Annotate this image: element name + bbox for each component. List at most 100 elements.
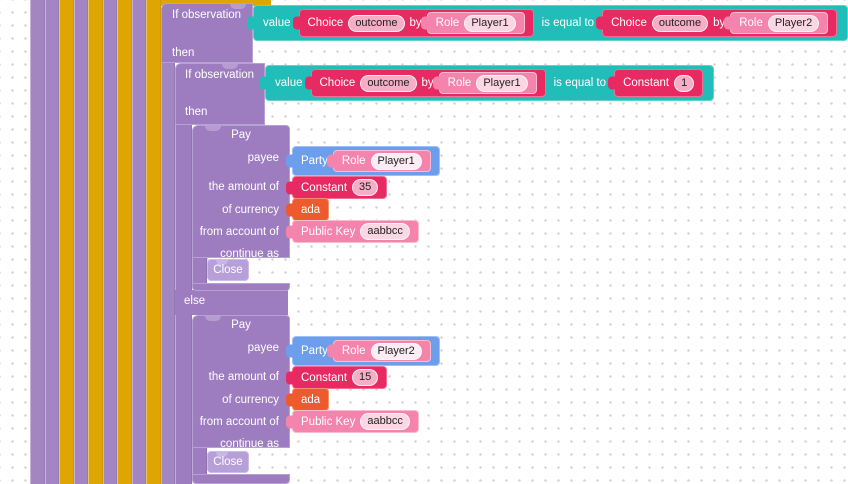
pay-block-2[interactable]: Pay payee the amount of of currency from… (192, 315, 290, 450)
ada-currency-block[interactable]: ada (292, 198, 330, 221)
public-key-label: Public Key (301, 415, 356, 428)
ada-label: ada (301, 203, 321, 216)
role-name-field[interactable]: Player1 (476, 74, 528, 92)
choice-value-block[interactable]: Choice outcome by Role Player1 (310, 69, 546, 97)
outer-if-block[interactable]: If observation then (161, 3, 253, 63)
party-label: Party (301, 155, 328, 167)
role-block[interactable]: Role Player2 (730, 12, 829, 34)
ada-label: ada (301, 393, 321, 406)
from-account-label: from account of (199, 416, 279, 428)
choice-value-block[interactable]: Choice outcome by Role Player2 (602, 9, 838, 37)
constant-value-field[interactable]: 15 (352, 369, 379, 386)
pay-title: Pay (231, 129, 251, 141)
constant-value-field[interactable]: 1 (674, 74, 695, 92)
amount-label: the amount of (208, 181, 279, 193)
value-label: value (263, 17, 291, 29)
constant-label: Constant (623, 77, 670, 89)
nesting-stripe[interactable] (132, 0, 146, 484)
inner-if-block[interactable]: If observation then (175, 63, 265, 125)
party-label: Party (301, 345, 328, 357)
nesting-stripe[interactable] (88, 0, 103, 484)
public-key-field[interactable]: aabbcc (360, 223, 410, 240)
role-label: Role (341, 345, 366, 357)
is-equal-to-label: is equal to (553, 77, 607, 89)
close-block[interactable]: Close (207, 259, 249, 281)
choice-name-field[interactable]: outcome (360, 74, 417, 92)
inner-if-label: If observation (185, 69, 255, 81)
by-label: by (421, 77, 434, 89)
choice-label: Choice (307, 17, 344, 29)
currency-label: of currency (222, 204, 279, 216)
payee-label: payee (247, 152, 279, 164)
equality-observation-block-1[interactable]: value Choice outcome by Role Player1 is … (253, 5, 848, 41)
constant-label: Constant (301, 371, 348, 384)
continue-as-label: continue as (220, 438, 279, 450)
role-block[interactable]: Role Player2 (332, 340, 431, 362)
constant-label: Constant (301, 181, 348, 194)
ada-currency-block[interactable]: ada (292, 388, 330, 411)
role-name-field[interactable]: Player2 (370, 342, 422, 360)
constant-value-field[interactable]: 35 (352, 179, 379, 196)
nesting-stripe[interactable] (146, 0, 161, 484)
nesting-stripe[interactable] (103, 0, 117, 484)
role-label: Role (341, 155, 366, 167)
role-name-field[interactable]: Player1 (464, 14, 516, 32)
public-key-label: Public Key (301, 225, 356, 238)
outer-if-left-rail[interactable] (161, 63, 175, 484)
role-label: Role (739, 17, 763, 29)
nesting-stripe[interactable] (30, 0, 45, 484)
block-notch (205, 316, 221, 321)
constant-value-block[interactable]: Constant 1 (614, 69, 704, 97)
pay-2-statement-rail[interactable] (192, 448, 207, 474)
nesting-stripe[interactable] (45, 0, 59, 484)
value-label: value (275, 77, 303, 89)
outer-then-label: then (172, 47, 195, 59)
public-key-field[interactable]: aabbcc (360, 413, 410, 430)
pay-title: Pay (231, 319, 251, 331)
else-label: else (184, 295, 206, 307)
public-key-block[interactable]: Public Key aabbcc (292, 220, 419, 243)
from-account-label: from account of (199, 226, 279, 238)
continue-as-label: continue as (220, 248, 279, 260)
role-label: Role (447, 77, 472, 89)
block-notch (205, 126, 221, 131)
role-name-field[interactable]: Player2 (767, 14, 820, 32)
public-key-block[interactable]: Public Key aabbcc (292, 410, 419, 433)
equality-observation-block-2[interactable]: value Choice outcome by Role Player1 is … (265, 65, 715, 101)
choice-label: Choice (319, 77, 356, 89)
role-label: Role (435, 17, 460, 29)
constant-value-block[interactable]: Constant 15 (292, 366, 388, 389)
block-notch (222, 64, 238, 69)
nesting-stripe[interactable] (117, 0, 132, 484)
role-name-field[interactable]: Player1 (370, 152, 422, 170)
pay-block-1[interactable]: Pay payee the amount of of currency from… (192, 125, 290, 260)
is-equal-to-label: is equal to (541, 17, 595, 29)
amount-label: the amount of (208, 371, 279, 383)
choice-label: Choice (611, 17, 647, 29)
by-label: by (409, 17, 422, 29)
pay-1-statement-rail[interactable] (192, 258, 207, 283)
party-value-block[interactable]: Party Role Player2 (292, 336, 440, 366)
close-label: Close (213, 264, 243, 276)
party-value-block[interactable]: Party Role Player1 (292, 146, 440, 176)
role-block[interactable]: Role Player1 (426, 12, 525, 34)
choice-value-block[interactable]: Choice outcome by Role Player1 (298, 9, 534, 37)
role-block[interactable]: Role Player1 (438, 72, 537, 94)
currency-label: of currency (222, 394, 279, 406)
pay-2-foot[interactable] (192, 474, 290, 484)
pay-1-foot[interactable] (192, 283, 290, 291)
outer-if-label: If observation (172, 9, 242, 21)
inner-then-label: then (185, 106, 208, 118)
role-block[interactable]: Role Player1 (332, 150, 431, 172)
nesting-stripe[interactable] (74, 0, 88, 484)
nesting-stripe[interactable] (59, 0, 74, 484)
close-block[interactable]: Close (207, 451, 249, 473)
block-notch (230, 4, 246, 9)
choice-name-field[interactable]: outcome (348, 14, 405, 32)
by-label: by (713, 17, 726, 29)
block-notch (216, 452, 228, 457)
inner-if-else-band[interactable]: else (175, 290, 288, 315)
choice-name-field[interactable]: outcome (651, 14, 709, 32)
close-label: Close (213, 456, 243, 468)
constant-value-block[interactable]: Constant 35 (292, 176, 388, 199)
